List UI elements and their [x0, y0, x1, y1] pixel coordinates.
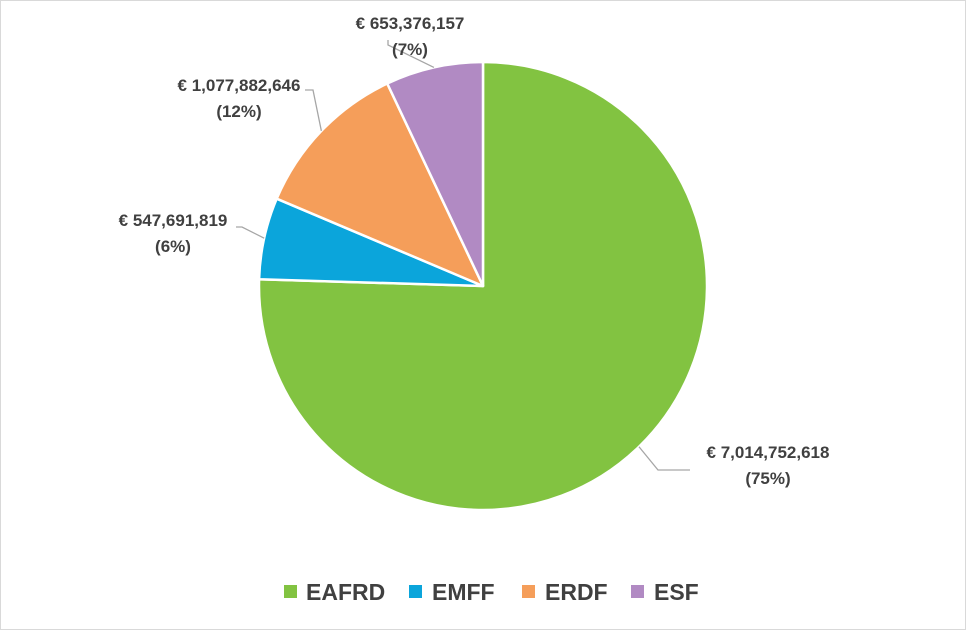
leader-line-eafrd	[638, 446, 690, 471]
data-label-emff-value: € 547,691,819	[119, 211, 228, 230]
legend: EAFRD EMFF ERDF ESF	[284, 579, 699, 605]
legend-swatch-eafrd	[284, 585, 297, 598]
leader-line-erdf	[305, 89, 323, 132]
data-labels: € 7,014,752,618 (75%) € 547,691,819 (6%)…	[119, 14, 830, 488]
legend-swatch-esf	[631, 585, 644, 598]
legend-label-erdf: ERDF	[545, 579, 608, 605]
legend-swatch-emff	[409, 585, 422, 598]
leader-line-emff	[236, 226, 265, 239]
pie-slices	[257, 60, 709, 512]
data-label-esf-value: € 653,376,157	[356, 14, 465, 33]
data-label-emff-percent: (6%)	[155, 237, 191, 256]
data-label-erdf-percent: (12%)	[216, 102, 261, 121]
pie-slice-erdf	[275, 82, 485, 288]
pie-slice-esf	[385, 60, 485, 288]
data-label-erdf-value: € 1,077,882,646	[178, 76, 301, 95]
legend-label-eafrd: EAFRD	[306, 579, 385, 605]
legend-label-emff: EMFF	[432, 579, 495, 605]
leader-line-esf	[387, 40, 435, 69]
data-label-esf-percent: (7%)	[392, 40, 428, 59]
data-label-eafrd-value: € 7,014,752,618	[707, 443, 830, 462]
legend-label-esf: ESF	[654, 579, 699, 605]
legend-swatch-erdf	[522, 585, 535, 598]
leader-lines	[236, 40, 690, 471]
data-label-eafrd-percent: (75%)	[745, 469, 790, 488]
